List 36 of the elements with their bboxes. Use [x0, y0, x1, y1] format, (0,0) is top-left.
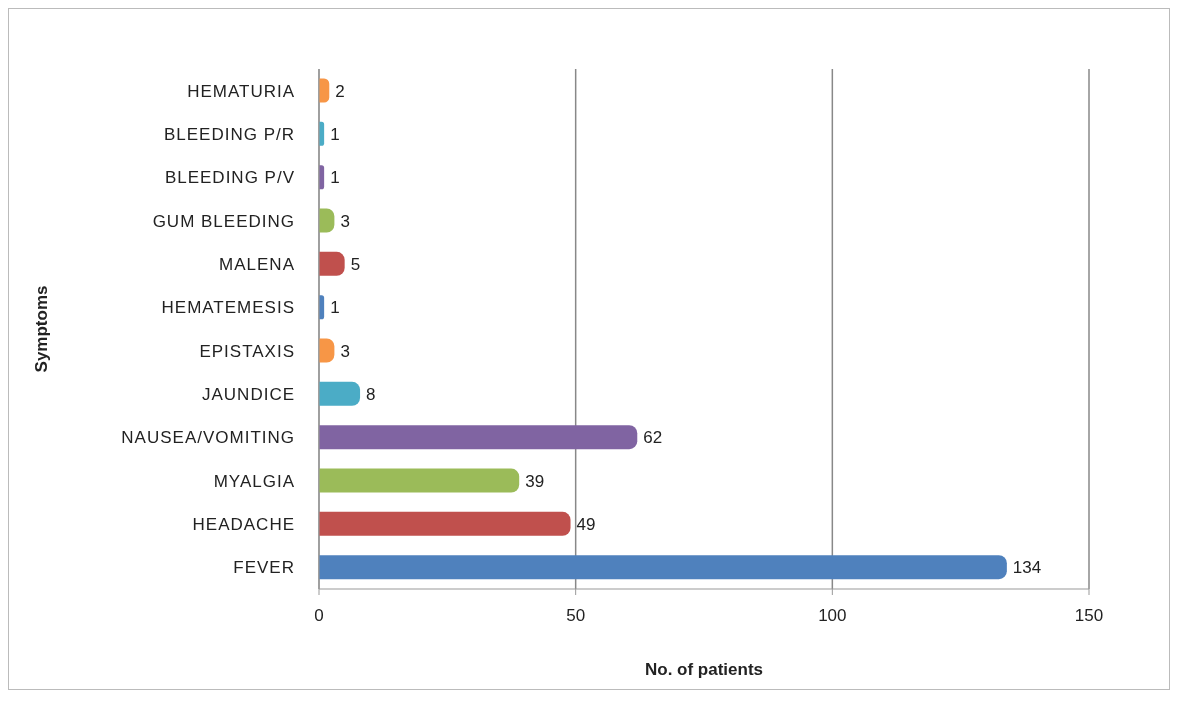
x-tick-label: 150: [1074, 606, 1104, 626]
y-tick-label: NAUSEA/VOMITING: [121, 428, 295, 448]
data-label: 1: [330, 168, 340, 188]
x-tick-label: 0: [314, 606, 324, 626]
bar: [319, 468, 520, 493]
data-label: 49: [576, 514, 596, 534]
y-tick-label: JAUNDICE: [201, 385, 295, 405]
y-axis-title: Symptoms: [32, 285, 52, 373]
bar: [319, 251, 345, 276]
y-tick-label: MYALGIA: [213, 471, 295, 491]
y-tick-label: HEADACHE: [192, 515, 295, 535]
y-tick-label: HEMATEMESIS: [161, 298, 295, 318]
bar: [319, 381, 361, 406]
data-label: 1: [330, 298, 340, 318]
data-label: 3: [340, 341, 350, 361]
y-tick-label: MALENA: [219, 255, 295, 275]
bar: [319, 555, 1007, 580]
y-tick-label: BLEEDING P/V: [164, 168, 295, 188]
x-tick-label: 50: [566, 606, 586, 626]
bar: [319, 511, 571, 536]
bar: [319, 425, 638, 450]
data-label: 3: [340, 211, 350, 231]
x-tick-label: 100: [818, 606, 847, 626]
x-axis-title: No. of patients: [644, 660, 764, 679]
data-label: 62: [643, 428, 663, 448]
data-label: 5: [350, 254, 361, 274]
y-tick-label: BLEEDING P/R: [163, 125, 295, 145]
data-label: 39: [525, 471, 545, 491]
y-tick-label: GUM BLEEDING: [152, 211, 295, 231]
y-tick-label: EPISTAXIS: [199, 341, 295, 361]
y-tick-label: FEVER: [233, 558, 295, 578]
y-tick-label: HEMATURIA: [187, 81, 295, 101]
data-label: 8: [366, 384, 376, 404]
data-label: 134: [1012, 558, 1042, 578]
data-label: 2: [335, 81, 345, 101]
data-label: 1: [330, 124, 340, 144]
